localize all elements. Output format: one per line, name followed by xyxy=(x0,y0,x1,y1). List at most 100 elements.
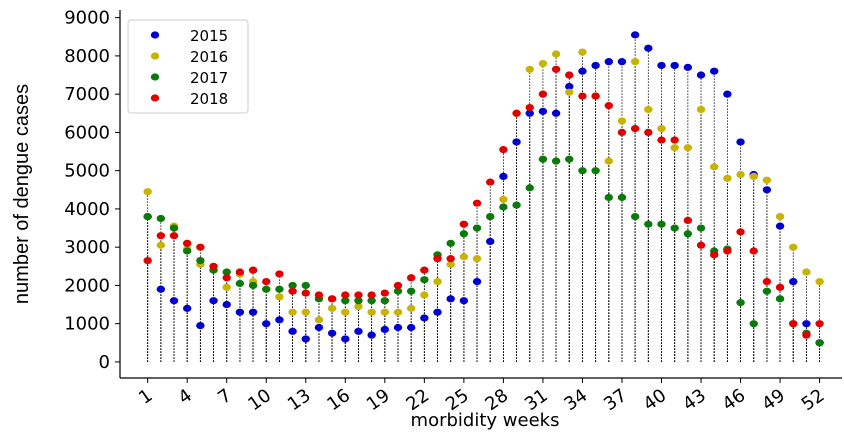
legend-box xyxy=(127,19,249,114)
marker xyxy=(683,216,693,224)
marker xyxy=(578,167,587,175)
marker xyxy=(538,90,548,98)
marker xyxy=(275,285,284,293)
marker xyxy=(472,278,482,286)
marker xyxy=(617,117,627,125)
marker xyxy=(670,136,679,144)
marker xyxy=(380,308,390,316)
marker xyxy=(275,293,284,301)
marker xyxy=(538,155,548,163)
marker xyxy=(341,291,350,299)
x-tick-label: 34 xyxy=(561,385,592,415)
marker xyxy=(512,109,521,117)
marker xyxy=(499,203,508,211)
marker xyxy=(301,289,310,297)
marker xyxy=(472,255,482,263)
marker xyxy=(248,281,258,290)
marker xyxy=(288,327,297,335)
marker xyxy=(393,323,403,332)
marker xyxy=(617,193,627,202)
marker xyxy=(341,297,350,305)
marker xyxy=(551,109,561,117)
marker xyxy=(670,61,679,70)
marker xyxy=(196,321,205,330)
marker xyxy=(380,297,390,305)
marker xyxy=(367,297,376,305)
marker xyxy=(472,199,482,207)
legend-label: 2018 xyxy=(190,90,228,108)
marker xyxy=(565,155,574,163)
x-tick-label: 16 xyxy=(323,385,354,415)
marker xyxy=(789,243,798,251)
marker xyxy=(749,172,758,181)
marker xyxy=(499,172,508,181)
marker xyxy=(420,314,429,322)
marker xyxy=(802,331,811,339)
marker xyxy=(578,92,587,100)
marker xyxy=(262,278,271,286)
x-tick-label: 13 xyxy=(284,385,315,415)
marker xyxy=(591,92,600,100)
marker xyxy=(380,325,390,334)
marker xyxy=(169,297,179,305)
marker xyxy=(762,176,772,184)
marker xyxy=(446,255,455,263)
marker xyxy=(710,251,719,259)
marker xyxy=(578,48,587,56)
marker xyxy=(657,124,666,133)
marker xyxy=(406,304,416,312)
marker xyxy=(749,247,758,255)
marker xyxy=(446,295,455,303)
marker xyxy=(143,188,152,196)
marker xyxy=(657,136,666,144)
marker xyxy=(222,283,231,291)
marker xyxy=(209,262,218,270)
marker xyxy=(644,105,653,114)
marker xyxy=(327,295,337,303)
x-tick-label: 52 xyxy=(798,385,829,415)
y-tick-label: 5000 xyxy=(64,161,110,182)
marker xyxy=(420,291,429,299)
x-tick-label: 37 xyxy=(600,385,631,415)
y-tick-label: 3000 xyxy=(64,237,110,258)
legend-label: 2016 xyxy=(190,48,228,66)
marker xyxy=(182,247,192,255)
marker xyxy=(288,281,297,290)
marker xyxy=(644,220,653,228)
marker xyxy=(314,323,324,332)
x-tick-label: 7 xyxy=(214,385,235,409)
marker xyxy=(354,302,363,311)
marker xyxy=(209,297,218,305)
x-tick-label: 10 xyxy=(244,385,275,415)
marker xyxy=(341,335,350,343)
y-tick-label: 9000 xyxy=(64,8,110,29)
marker xyxy=(630,31,640,39)
y-tick-label: 6000 xyxy=(64,122,110,143)
x-tick-label: 40 xyxy=(640,385,671,415)
marker xyxy=(538,59,548,68)
marker xyxy=(565,71,574,79)
marker xyxy=(354,291,363,299)
marker xyxy=(512,201,521,209)
marker xyxy=(222,274,231,282)
marker xyxy=(789,320,798,328)
y-tick-label: 4000 xyxy=(64,199,110,220)
marker xyxy=(420,276,429,284)
marker xyxy=(617,58,627,66)
y-tick-label: 0 xyxy=(99,352,110,373)
marker xyxy=(446,239,455,247)
marker xyxy=(406,274,416,282)
marker xyxy=(486,178,495,186)
marker xyxy=(630,58,640,66)
marker xyxy=(775,295,785,303)
marker xyxy=(354,297,363,305)
marker xyxy=(736,138,745,146)
marker xyxy=(301,308,310,316)
marker xyxy=(275,316,284,324)
marker xyxy=(710,163,719,171)
marker xyxy=(723,90,732,98)
marker xyxy=(288,308,297,316)
marker xyxy=(775,212,785,221)
legend-marker xyxy=(150,73,160,81)
marker xyxy=(248,266,258,274)
